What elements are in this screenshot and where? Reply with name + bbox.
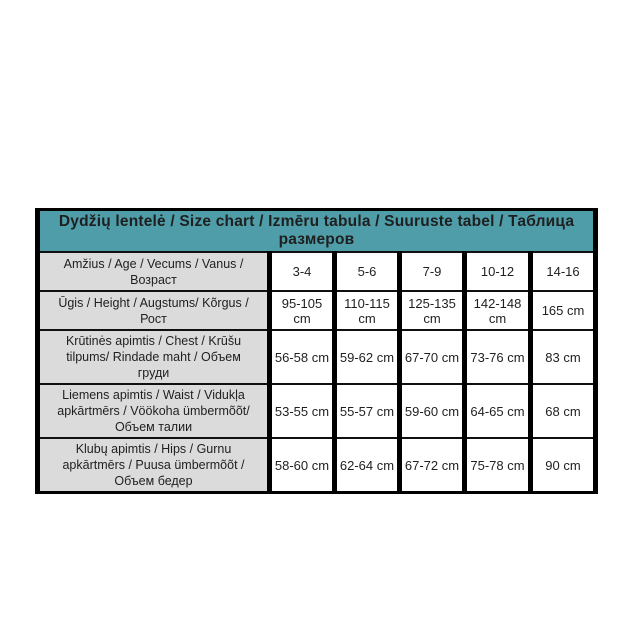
- size-value-cell: 56-58 cm: [267, 329, 337, 385]
- size-value-cell: 67-72 cm: [397, 437, 467, 494]
- size-value-cell: 5-6: [332, 251, 402, 292]
- size-value-cell: 165 cm: [527, 290, 599, 331]
- size-value-cell: 3-4: [267, 251, 337, 292]
- row-label-hips: Klubų apimtis / Hips / Gurnu apkārtmērs …: [35, 437, 272, 494]
- size-value-cell: 95-105 cm: [267, 290, 337, 331]
- row-label-chest: Krūtinės apimtis / Chest / Krūšu tilpums…: [35, 329, 272, 385]
- table-row-height: Ūgis / Height / Augstums/ Kõrgus / Рост …: [35, 290, 599, 331]
- size-chart-table: Dydžių lentelė / Size chart / Izmēru tab…: [34, 208, 599, 494]
- row-label-age: Amžius / Age / Vecums / Vanus / Возраст: [35, 251, 272, 292]
- size-value-cell: 110-115 cm: [332, 290, 402, 331]
- size-value-cell: 10-12: [462, 251, 533, 292]
- table-row-hips: Klubų apimtis / Hips / Gurnu apkārtmērs …: [35, 437, 599, 494]
- size-value-cell: 64-65 cm: [462, 383, 533, 439]
- size-value-cell: 58-60 cm: [267, 437, 337, 494]
- size-value-cell: 14-16: [527, 251, 599, 292]
- size-value-cell: 142-148 cm: [462, 290, 533, 331]
- size-value-cell: 90 cm: [527, 437, 599, 494]
- size-value-cell: 7-9: [397, 251, 467, 292]
- table-row-waist: Liemens apimtis / Waist / Vidukļa apkārt…: [35, 383, 599, 439]
- size-value-cell: 83 cm: [527, 329, 599, 385]
- size-value-cell: 67-70 cm: [397, 329, 467, 385]
- row-label-waist: Liemens apimtis / Waist / Vidukļa apkārt…: [35, 383, 272, 439]
- size-value-cell: 55-57 cm: [332, 383, 402, 439]
- size-value-cell: 125-135 cm: [397, 290, 467, 331]
- table-title-row: Dydžių lentelė / Size chart / Izmēru tab…: [34, 208, 599, 253]
- size-value-cell: 68 cm: [527, 383, 599, 439]
- table-title: Dydžių lentelė / Size chart / Izmēru tab…: [34, 208, 599, 253]
- size-value-cell: 73-76 cm: [462, 329, 533, 385]
- size-value-cell: 59-62 cm: [332, 329, 402, 385]
- size-value-cell: 62-64 cm: [332, 437, 402, 494]
- size-value-cell: 75-78 cm: [462, 437, 533, 494]
- size-value-cell: 59-60 cm: [397, 383, 467, 439]
- row-label-height: Ūgis / Height / Augstums/ Kõrgus / Рост: [35, 290, 272, 331]
- size-value-cell: 53-55 cm: [267, 383, 337, 439]
- table-row-chest: Krūtinės apimtis / Chest / Krūšu tilpums…: [35, 329, 599, 385]
- table-row-age: Amžius / Age / Vecums / Vanus / Возраст …: [35, 251, 599, 292]
